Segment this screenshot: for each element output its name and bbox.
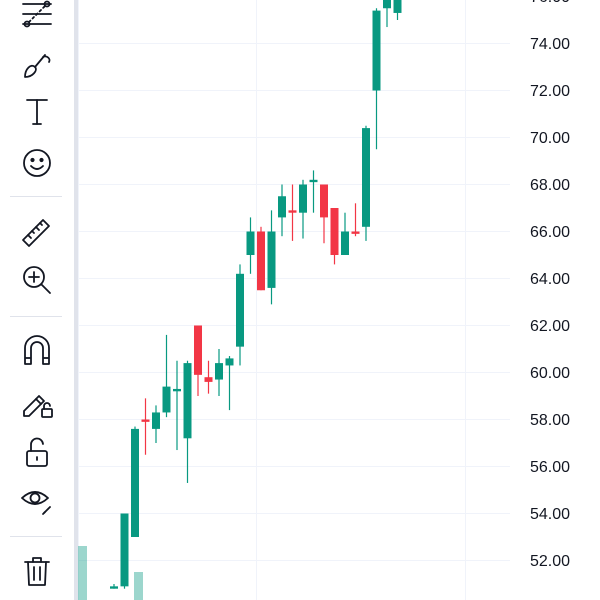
ruler-icon xyxy=(22,219,50,247)
price-axis-label: 66.00 xyxy=(530,224,570,241)
candle-body xyxy=(372,10,381,91)
text-tool-icon xyxy=(26,99,48,125)
fib-retracement-tool-icon xyxy=(22,0,52,28)
candle-body xyxy=(194,325,202,375)
zoom-in-tool-button[interactable] xyxy=(14,260,60,300)
trash-icon xyxy=(24,557,50,586)
toolbar-scrollbar[interactable] xyxy=(74,0,78,600)
volume-bar xyxy=(134,572,143,600)
brush-tool-button[interactable] xyxy=(14,45,60,85)
candle-body xyxy=(120,513,129,587)
lock-drawing-icon xyxy=(23,395,53,418)
price-axis-label: 54.00 xyxy=(530,506,570,523)
candle-body xyxy=(257,231,265,291)
lock-drawings-button[interactable] xyxy=(14,382,60,422)
text-tool-button[interactable] xyxy=(14,92,60,132)
price-axis-label: 70.00 xyxy=(530,130,570,147)
candle-body xyxy=(204,377,213,382)
magnet-icon xyxy=(24,335,50,365)
candle-body xyxy=(246,231,255,255)
hide-drawings-button[interactable] xyxy=(14,480,60,520)
brush-tool-icon xyxy=(24,54,51,78)
fib-retracement-tool-button[interactable] xyxy=(14,0,60,34)
drawing-toolbar xyxy=(0,0,74,600)
candle-body xyxy=(225,358,234,366)
price-axis-label: 68.00 xyxy=(530,177,570,194)
ruler-tool-button[interactable] xyxy=(14,212,60,252)
eye-icon xyxy=(21,491,51,515)
candle-body xyxy=(393,0,402,13)
candle-body xyxy=(288,210,297,213)
price-axis-label: 64.00 xyxy=(530,271,570,288)
price-axis-label: 72.00 xyxy=(530,83,570,100)
candle-body xyxy=(330,208,339,255)
candle-body xyxy=(341,231,349,255)
emoji-tool-button[interactable] xyxy=(14,143,60,183)
emoji-icon xyxy=(23,149,51,177)
candle-body xyxy=(362,128,370,227)
candle-body xyxy=(267,231,276,288)
candle-body xyxy=(152,412,160,429)
toolbar-divider xyxy=(10,316,62,317)
unlock-button[interactable] xyxy=(14,432,60,472)
unlock-icon xyxy=(26,437,48,467)
candle-body xyxy=(320,184,328,218)
candle-body xyxy=(110,586,118,589)
candle-body xyxy=(173,388,181,392)
candle-body xyxy=(236,273,244,347)
candle-body xyxy=(351,231,360,234)
remove-drawings-button[interactable] xyxy=(14,551,60,591)
candle-body xyxy=(162,386,171,413)
candle-body xyxy=(141,419,150,422)
zoom-in-icon xyxy=(23,266,51,294)
price-axis-label: 58.00 xyxy=(530,412,570,429)
volume-bar xyxy=(78,546,87,600)
candle-body xyxy=(278,196,286,218)
candle-body xyxy=(131,428,139,537)
price-axis-label: 62.00 xyxy=(530,318,570,335)
candle-body xyxy=(299,184,307,213)
price-chart[interactable]: 52.00 54.00 56.00 58.00 60.00 62.00 64.00 66.00… xyxy=(78,0,600,600)
price-axis-label: 76.00 xyxy=(530,0,570,6)
candle-body xyxy=(309,179,318,183)
candle-body xyxy=(383,0,391,9)
toolbar-divider xyxy=(10,536,62,537)
price-axis-label: 60.00 xyxy=(530,365,570,382)
candle-body xyxy=(215,363,223,380)
price-axis-label: 52.00 xyxy=(530,553,570,570)
magnet-tool-button[interactable] xyxy=(14,330,60,370)
price-axis-label: 74.00 xyxy=(530,36,570,53)
toolbar-divider xyxy=(10,196,62,197)
candle-body xyxy=(183,363,192,439)
price-axis-label: 56.00 xyxy=(530,459,570,476)
